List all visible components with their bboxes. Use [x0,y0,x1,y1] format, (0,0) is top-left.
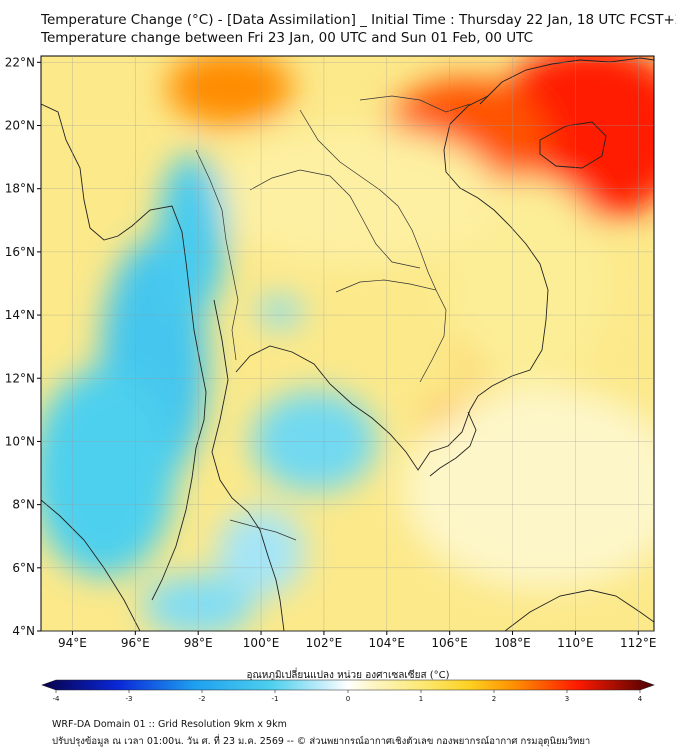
tick-label-lat-14: 14°N [5,308,35,322]
tick-label-lat-18: 18°N [5,182,35,196]
footer-credit: ปรับปรุงข้อมูล ณ เวลา 01:00น. วัน ศ. ที่… [52,736,591,747]
tick-label-lat-12: 12°N [5,371,35,385]
tick-label-lon-96: 96°E [121,636,150,650]
tick-label-lat-22: 22°N [5,55,35,69]
tick-label-lat-20: 20°N [5,119,35,133]
tick-label-lat-6: 6°N [12,561,35,575]
colorbar-tick-label--1: -1 [272,695,279,703]
field-blob-6 [446,176,610,391]
longitude-tick-labels: 94°E 96°E 98°E 100°E 102°E 104°E 106°E 108°E 110… [58,631,657,650]
coastline-sumatra [41,499,141,631]
latitude-tick-labels: 4°N 6°N 8°N 10°N 12°N 14°N 16°N 18°N 20°N 22°N [5,55,41,638]
tick-label-lat-4: 4°N [12,624,35,638]
graticule [41,56,654,632]
tick-label-lat-8: 8°N [12,498,35,512]
coastline-hainan [539,121,607,169]
coastline-borneo [504,589,654,631]
coastline-vietnam-south [429,411,477,477]
field-blob-10 [41,368,177,578]
tick-label-lon-94: 94°E [58,636,87,650]
coastline-gulf-of-thailand [235,95,549,471]
border-thailand-malaysia [229,519,297,541]
colorbar-tick-label-0: 0 [346,695,350,703]
coastline-malay-peninsula [211,299,285,631]
temperature-field [41,56,654,631]
field-blob-8 [210,125,500,265]
colorbar-tick-label-4: 4 [638,695,643,703]
colorbar-ticks: -4 -3 -2 -1 0 1 2 3 4 [53,690,643,703]
colorbar-tick-label--4: -4 [53,695,61,703]
tick-label-lon-104: 104°E [369,636,406,650]
coastline-china-south [479,57,654,105]
tick-label-lat-16: 16°N [5,245,35,259]
colorbar-tick-label-2: 2 [492,695,496,703]
colorbar [41,679,655,691]
tick-label-lon-102: 102°E [306,636,343,650]
colorbar-tick-label--3: -3 [126,695,133,703]
border-vietnam-china [359,95,471,113]
tick-label-lon-112: 112°E [620,636,657,650]
footer-model-info: WRF-DA Domain 01 :: Grid Resolution 9km … [52,719,287,730]
chart-title: Temperature Change (°C) - [Data Assimila… [41,12,676,28]
tick-label-lon-98: 98°E [184,636,213,650]
coastlines [41,57,654,631]
tick-label-lat-10: 10°N [5,434,35,448]
colorbar-tick-label--2: -2 [199,695,206,703]
tick-label-lon-110: 110°E [557,636,594,650]
chart-subtitle: Temperature change between Fri 23 Jan, 0… [41,30,534,46]
field-blob-2 [166,56,293,126]
field-blob-7 [402,387,654,590]
colorbar-label: อุณหภูมิเปลี่ยนแปลง หน่วย องศาเซลเซียส (… [246,667,449,681]
field-blob-12 [257,296,302,328]
tick-label-lon-100: 100°E [243,636,280,650]
border-thailand-myanmar [195,149,239,361]
tick-label-lon-106: 106°E [431,636,468,650]
field-blob-11 [157,153,227,319]
colorbar-tick-label-1: 1 [419,695,423,703]
colorbar-tick-label-3: 3 [565,695,569,703]
coastline-myanmar-west [41,103,207,601]
border-cambodia [335,279,447,383]
border-laos [299,109,437,291]
tick-label-lon-108: 108°E [494,636,531,650]
